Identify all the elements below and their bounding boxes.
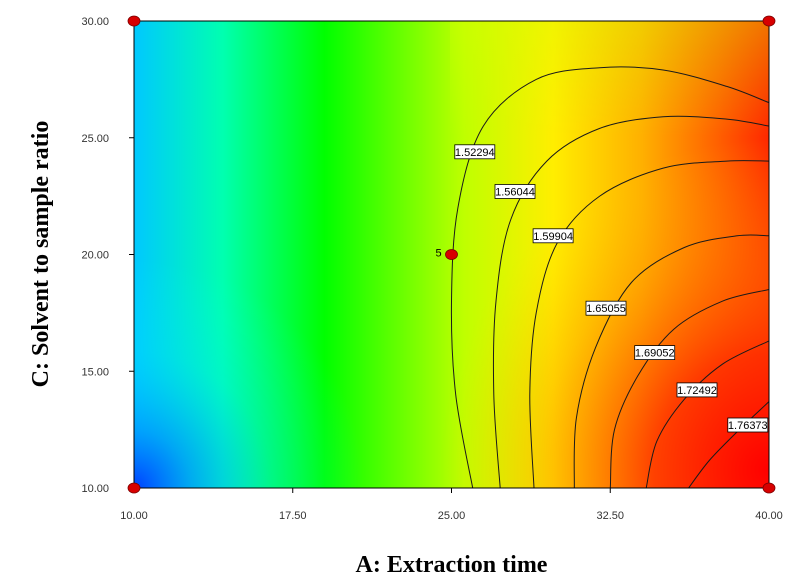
contour-label: 1.65055 [586, 303, 626, 315]
contour-label-box [454, 144, 496, 160]
contour-label-box [676, 382, 718, 398]
contour-label-box [634, 345, 676, 361]
design-point [762, 15, 776, 27]
contour-labels: 1.52294 1.56044 1.59904 1.65055 1.69052 1.724… [454, 144, 769, 433]
axis-ticks: 10.00 17.50 25.00 32.50 40.00 10.00 15.00 20.00… [81, 16, 782, 522]
x-tick-label: 25.00 [438, 510, 466, 522]
contour-label: 1.52294 [455, 147, 495, 159]
x-axis-title: A: Extraction time [356, 552, 548, 578]
contour-line [450, 66, 769, 488]
contour-label: 1.72492 [677, 385, 717, 397]
plot-background [134, 21, 769, 488]
contour-label-box [532, 228, 574, 244]
contour-label-box [727, 417, 769, 433]
design-point [127, 482, 141, 494]
contour-label: 1.56044 [495, 187, 535, 199]
design-points: 5 [127, 15, 776, 494]
contour-label: 1.59904 [533, 231, 573, 243]
design-point [762, 482, 776, 494]
design-point-label: 5 [436, 248, 442, 260]
contour-line [492, 115, 769, 488]
y-axis-title: C: Solvent to sample ratio [28, 121, 54, 388]
x-tick-label: 17.50 [279, 510, 307, 522]
x-tick-label: 32.50 [596, 510, 624, 522]
y-tick-label: 10.00 [81, 483, 109, 495]
contour-label-box [585, 300, 627, 316]
contour-line [645, 340, 769, 488]
contour-label-box [494, 184, 536, 199]
design-point [127, 15, 141, 27]
y-tick-label: 30.00 [81, 16, 109, 28]
x-tick-label: 40.00 [755, 510, 783, 522]
design-point [445, 249, 458, 260]
contour-line [573, 234, 769, 488]
y-tick-label: 15.00 [81, 366, 109, 378]
x-tick-label: 10.00 [120, 510, 148, 522]
contour-line [688, 401, 769, 488]
y-tick-label: 20.00 [81, 250, 109, 262]
contour-line [529, 160, 769, 488]
contour-label: 1.76373 [728, 420, 768, 432]
y-tick-label: 25.00 [81, 133, 109, 145]
contour-label: 1.69052 [635, 348, 675, 360]
